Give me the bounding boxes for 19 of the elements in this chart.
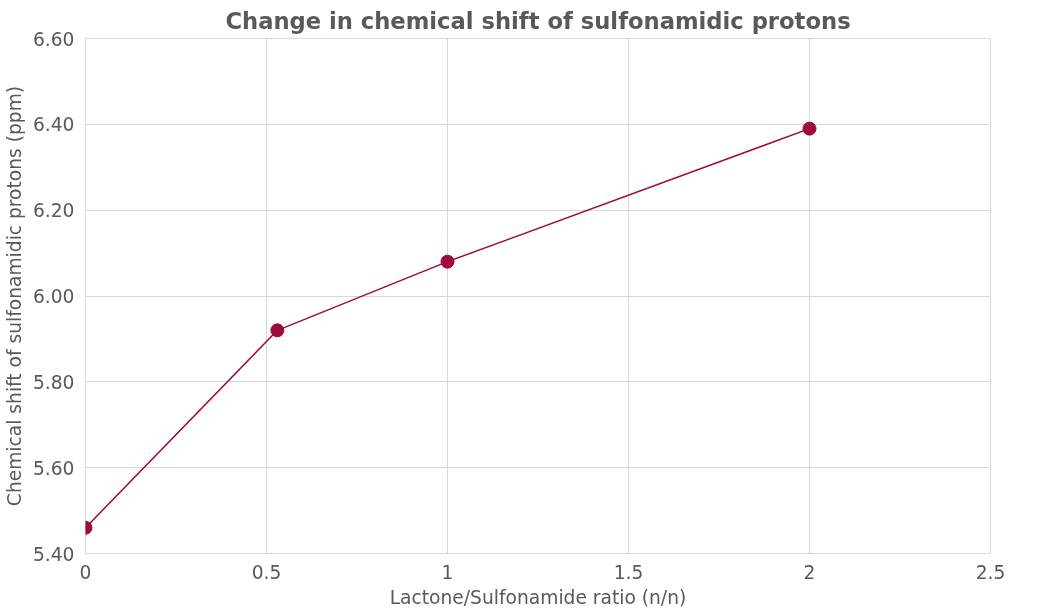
x-tick-label: 0: [79, 561, 92, 583]
x-tick-label: 2.5: [975, 561, 1006, 583]
y-tick-label: 5.80: [32, 371, 75, 393]
y-tick-label: 6.60: [32, 28, 75, 50]
y-tick-label: 6.40: [32, 114, 75, 136]
y-tick-label: 5.40: [32, 543, 75, 565]
point: [440, 254, 455, 269]
y-tick-label: 6.00: [32, 286, 75, 307]
point: [802, 121, 817, 136]
x-tick-label: 0.5: [251, 561, 282, 583]
y-tick-label: 5.60: [32, 457, 75, 479]
chart-title: Change in chemical shift of sulfonamidic protons: [225, 7, 851, 34]
y-axis-title: Chemical shift of sulfonamidic protons (ppm): [3, 85, 25, 507]
x-tick-label: 1.5: [613, 561, 644, 583]
x-tick-label: 2: [803, 561, 816, 583]
x-tick-label: 1: [441, 561, 454, 583]
point: [270, 323, 285, 338]
x-axis-title: Lactone/Sulfonamide ratio (n/n): [389, 586, 687, 608]
y-tick-label: 6.20: [32, 200, 75, 222]
